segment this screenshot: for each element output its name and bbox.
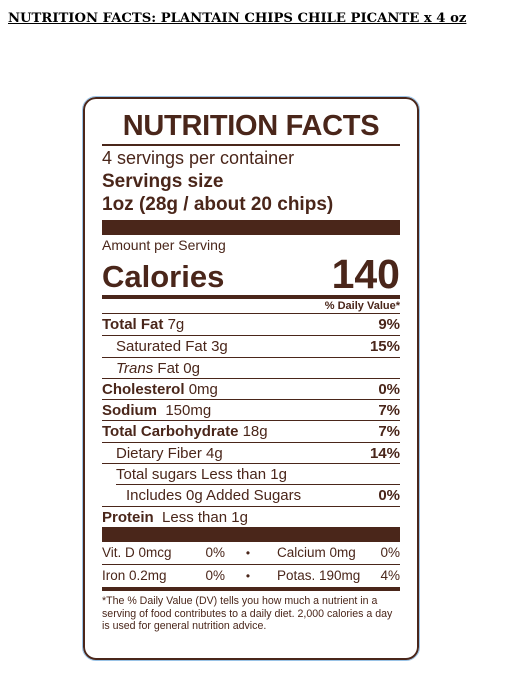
nutrient-name: Saturated Fat — [116, 338, 207, 356]
nutrient-row-saturated-fat: Saturated Fat 3g 15% — [102, 335, 400, 356]
divider — [102, 144, 400, 146]
nutrient-dv: 0% — [378, 380, 400, 398]
divider — [102, 563, 400, 566]
nutrient-row-trans-fat: Trans Fat 0g — [102, 356, 400, 378]
nutrient-dv: 7% — [378, 423, 400, 441]
nutrient-dv: 14% — [369, 444, 400, 462]
mineral-dv: 0% — [205, 544, 225, 560]
nutrition-facts-label: NUTRITION FACTS 4 servings per container… — [82, 96, 420, 661]
nutrient-dv: 0% — [378, 487, 400, 505]
serving-size-label-text: Servings size — [102, 170, 224, 192]
nutrient-amount: 150mg — [165, 402, 212, 420]
thick-divider — [102, 219, 400, 235]
nutrient-amount: Less than 1g — [162, 508, 248, 526]
nutrient-name: Dietary Fiber — [116, 444, 202, 462]
nutrient-amount: Fat 0g — [157, 359, 200, 377]
nutrient-dv: 9% — [378, 316, 400, 333]
nutrient-amount: 0mg — [188, 380, 218, 398]
mineral-dv: 0% — [380, 544, 400, 560]
nutrient-name: Trans — [116, 359, 154, 377]
calories-value: 140 — [331, 250, 400, 297]
mineral-row: Iron 0.2mg 0% • Potas. 190mg 4% — [102, 565, 400, 587]
nutrient-name: Total Fat — [102, 316, 164, 333]
nutrient-dv: 7% — [378, 402, 400, 420]
label-heading: NUTRITION FACTS — [122, 110, 380, 142]
nutrient-row-added-sugars: Includes 0g Added Sugars 0% — [116, 484, 400, 505]
divider — [102, 312, 400, 314]
daily-value-header: % Daily Value* — [324, 299, 400, 312]
nutrient-amount: 18g — [242, 423, 268, 441]
nutrient-dv: 15% — [369, 338, 400, 356]
nutrient-amount: 4g — [206, 444, 223, 462]
servings-per-container: 4 servings per container — [102, 147, 295, 168]
nutrient-row-cholesterol: Cholesterol 0mg 0% — [102, 377, 400, 399]
serving-size-label: Servings size — [102, 170, 400, 193]
mineral-row: Vit. D 0mcg 0% • Calcium 0mg 0% — [102, 542, 400, 564]
nutrient-row-total-sugars: Total sugars Less than 1g — [102, 463, 400, 484]
medium-divider — [102, 587, 400, 592]
mineral-name: Calcium 0mg — [277, 544, 356, 560]
nutrient-row-protein: Protein Less than 1g — [102, 505, 400, 527]
thick-divider — [102, 526, 400, 542]
calories-label: Calories — [102, 258, 225, 294]
mineral-name: Potas. 190mg — [277, 568, 361, 584]
calories-row: Calories 140 — [102, 250, 400, 297]
nutrient-amount: 3g — [211, 338, 228, 356]
bullet-separator: • — [245, 569, 251, 584]
nutrient-name: Includes 0g Added Sugars — [126, 487, 302, 505]
amount-per-serving: Amount per Serving — [102, 236, 226, 253]
document-title: NUTRITION FACTS: PLANTAIN CHIPS CHILE PI… — [8, 11, 467, 26]
serving-size-value: 1oz (28g / about 20 chips) — [102, 193, 400, 216]
mineral-name: Vit. D 0mcg — [102, 544, 172, 560]
nutrient-row-dietary-fiber: Dietary Fiber 4g 14% — [102, 441, 400, 463]
nutrient-row-total-carbohydrate: Total Carbohydrate 18g 7% — [102, 420, 400, 441]
mineral-name: Iron 0.2mg — [102, 568, 167, 584]
nutrient-name: Protein — [102, 508, 154, 526]
bullet-separator: • — [245, 545, 251, 560]
mineral-dv: 4% — [380, 568, 400, 584]
daily-value-footnote: *The % Daily Value (DV) tells you how mu… — [102, 595, 393, 633]
nutrient-name: Total Carbohydrate — [102, 423, 239, 441]
medium-divider — [102, 294, 400, 299]
nutrient-row-total-fat: Total Fat 7g 9% — [102, 314, 400, 335]
nutrient-name: Cholesterol — [102, 380, 185, 398]
mineral-dv: 0% — [205, 568, 225, 584]
serving-size-value-text: 1oz (28g / about 20 chips) — [102, 193, 334, 215]
nutrient-row-sodium: Sodium 150mg 7% — [102, 399, 400, 420]
nutrient-amount: 7g — [167, 316, 185, 333]
nutrient-name: Sodium — [102, 402, 157, 420]
nutrient-name: Total sugars Less than 1g — [116, 466, 287, 484]
